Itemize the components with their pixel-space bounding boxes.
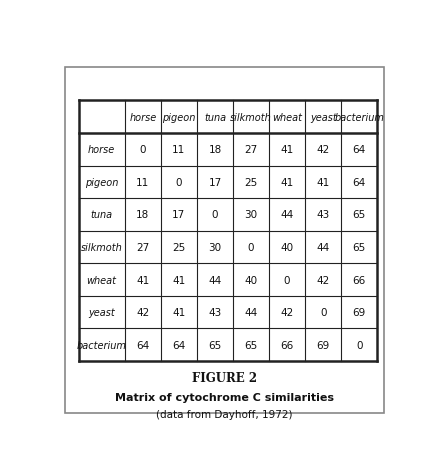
Text: 25: 25 xyxy=(172,242,186,252)
Text: yeast: yeast xyxy=(88,307,115,317)
Text: 27: 27 xyxy=(136,242,149,252)
Text: 41: 41 xyxy=(136,275,149,285)
Text: 65: 65 xyxy=(208,340,222,350)
Text: 43: 43 xyxy=(208,307,222,317)
Text: 18: 18 xyxy=(208,145,222,155)
Text: 64: 64 xyxy=(353,178,366,188)
Text: pigeon: pigeon xyxy=(85,178,118,188)
Text: bacterium: bacterium xyxy=(77,340,127,350)
Text: 69: 69 xyxy=(353,307,366,317)
Text: 44: 44 xyxy=(244,307,258,317)
Text: 17: 17 xyxy=(172,210,186,220)
Text: 11: 11 xyxy=(136,178,149,188)
Text: 42: 42 xyxy=(136,307,149,317)
Text: FIGURE 2: FIGURE 2 xyxy=(192,371,257,384)
Text: 64: 64 xyxy=(136,340,149,350)
Text: wheat: wheat xyxy=(87,275,117,285)
Text: 0: 0 xyxy=(176,178,182,188)
Text: 41: 41 xyxy=(280,178,294,188)
Text: 66: 66 xyxy=(280,340,294,350)
Text: 44: 44 xyxy=(280,210,294,220)
Text: yeast: yeast xyxy=(310,112,336,122)
Text: horse: horse xyxy=(88,145,115,155)
Text: 17: 17 xyxy=(208,178,222,188)
Text: wheat: wheat xyxy=(272,112,302,122)
Text: 41: 41 xyxy=(280,145,294,155)
Text: 30: 30 xyxy=(208,242,222,252)
Text: 64: 64 xyxy=(172,340,186,350)
Text: silkmoth: silkmoth xyxy=(230,112,272,122)
Text: silkmoth: silkmoth xyxy=(81,242,123,252)
Text: pigeon: pigeon xyxy=(162,112,196,122)
Text: 43: 43 xyxy=(317,210,330,220)
Text: (data from Dayhoff, 1972): (data from Dayhoff, 1972) xyxy=(156,409,293,419)
Text: 27: 27 xyxy=(244,145,258,155)
Text: 66: 66 xyxy=(353,275,366,285)
Text: 41: 41 xyxy=(172,275,186,285)
Text: 69: 69 xyxy=(317,340,330,350)
Text: 64: 64 xyxy=(353,145,366,155)
Text: 40: 40 xyxy=(280,242,293,252)
Text: 30: 30 xyxy=(244,210,258,220)
Text: 25: 25 xyxy=(244,178,258,188)
Text: 0: 0 xyxy=(140,145,146,155)
Text: Matrix of cytochrome C similarities: Matrix of cytochrome C similarities xyxy=(115,392,334,402)
Text: 44: 44 xyxy=(208,275,222,285)
Text: 18: 18 xyxy=(136,210,149,220)
Text: 41: 41 xyxy=(172,307,186,317)
Text: 44: 44 xyxy=(317,242,330,252)
Text: bacterium: bacterium xyxy=(334,112,384,122)
Text: 65: 65 xyxy=(244,340,258,350)
Text: 41: 41 xyxy=(317,178,330,188)
Text: 0: 0 xyxy=(212,210,218,220)
Text: 0: 0 xyxy=(248,242,254,252)
Text: 0: 0 xyxy=(320,307,326,317)
Text: tuna: tuna xyxy=(91,210,113,220)
Text: tuna: tuna xyxy=(204,112,226,122)
Text: 40: 40 xyxy=(244,275,258,285)
Text: 42: 42 xyxy=(317,275,330,285)
Text: horse: horse xyxy=(129,112,156,122)
Text: 42: 42 xyxy=(280,307,294,317)
Bar xyxy=(78,101,377,361)
Text: 11: 11 xyxy=(172,145,186,155)
Text: 65: 65 xyxy=(353,210,366,220)
Text: 42: 42 xyxy=(317,145,330,155)
Text: 65: 65 xyxy=(353,242,366,252)
Text: 0: 0 xyxy=(356,340,363,350)
Text: 0: 0 xyxy=(284,275,290,285)
